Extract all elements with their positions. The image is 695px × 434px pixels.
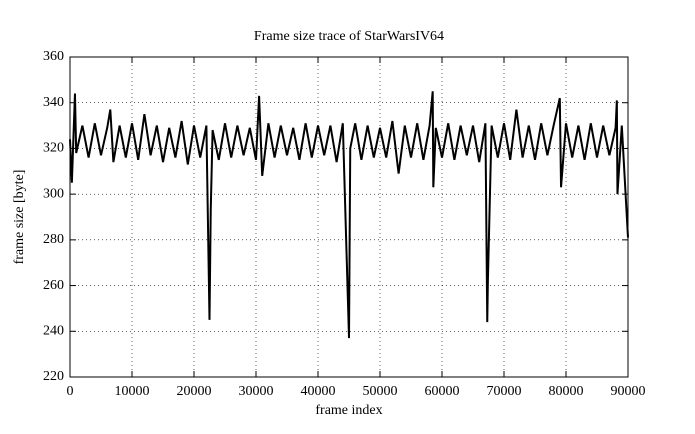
data-line [69, 91, 629, 339]
y-tick-label: 240 [43, 324, 64, 339]
y-tick-label: 300 [43, 186, 64, 201]
x-tick-label: 30000 [239, 384, 274, 399]
x-tick-label: 50000 [363, 384, 398, 399]
x-tick-label: 40000 [301, 384, 336, 399]
chart-title: Frame size trace of StarWarsIV64 [254, 29, 444, 44]
y-tick-label: 260 [43, 278, 64, 293]
x-tick-label: 0 [67, 384, 74, 399]
x-tick-label: 90000 [611, 384, 646, 399]
x-axis-label: frame index [315, 403, 382, 418]
y-tick-label: 320 [43, 141, 64, 156]
x-tick-label: 20000 [177, 384, 212, 399]
y-tick-label: 340 [43, 95, 64, 110]
y-tick-label: 360 [43, 49, 64, 64]
plot-frame [69, 56, 629, 378]
x-tick-label: 70000 [487, 384, 522, 399]
x-tick-label: 10000 [115, 384, 150, 399]
y-tick-label: 280 [43, 232, 64, 247]
y-tick-label: 220 [43, 369, 64, 384]
x-tick-label: 80000 [549, 384, 584, 399]
y-axis-label: frame size [byte] [12, 170, 27, 265]
x-tick-label: 60000 [425, 384, 460, 399]
